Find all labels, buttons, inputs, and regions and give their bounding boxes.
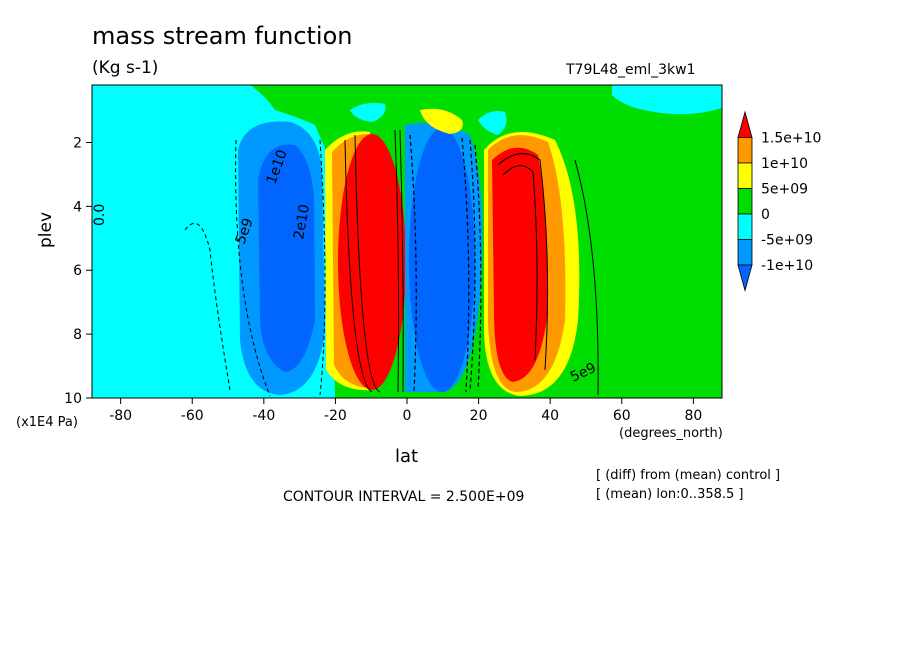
positive-cell-north-contours (497, 153, 599, 396)
chart-title: mass stream function (92, 22, 353, 50)
x-tick-label: -20 (324, 408, 347, 424)
positive-cell-north-inner (492, 147, 548, 382)
colorbar-swatch (737, 188, 753, 215)
x-tick-label: 60 (613, 408, 631, 424)
top-positive-lobe (420, 108, 463, 134)
positive-cell-center (338, 134, 406, 390)
colorbar-label: 0 (761, 207, 770, 223)
colorbar-label: -1e+10 (761, 258, 813, 274)
negative-region-top-left-island (350, 102, 386, 122)
x-tick-label: -80 (109, 408, 132, 424)
x-axis-unit: (degrees_north) (619, 426, 723, 441)
run-label: T79L48_eml_3kw1 (566, 62, 696, 78)
note-mean: [ (mean) lon:0..358.5 ] (596, 487, 744, 502)
y-tick-label: 2 (73, 135, 82, 151)
colorbar-swatch (737, 110, 753, 138)
y-ticks: 2 4 6 8 10 (64, 135, 92, 407)
negative-cell-south-inner (258, 144, 315, 372)
x-tick-label: -60 (181, 408, 204, 424)
chart-units: (Kg s-1) (92, 58, 159, 78)
negative-contours-south (184, 139, 326, 397)
contour-interval: CONTOUR INTERVAL = 2.500E+09 (283, 489, 525, 505)
x-tick-label: 80 (684, 408, 702, 424)
negative-cell-center (409, 128, 475, 392)
negative-cell-dashes (409, 134, 482, 393)
colorbar-swatch (737, 264, 753, 293)
colorbar-label: 5e+09 (761, 182, 808, 198)
colorbar-swatch (737, 239, 753, 266)
x-ticks: -80 -60 -40 -20 0 20 40 60 80 (109, 398, 702, 424)
contour-field (92, 85, 722, 398)
colorbar-swatch (737, 213, 753, 240)
y-tick-label: 6 (73, 263, 82, 279)
positive-cell-contours (344, 129, 404, 393)
x-tick-label: 20 (470, 408, 488, 424)
colorbar: 1.5e+10 1e+10 5e+09 0 -5e+09 -1e+10 (737, 110, 821, 293)
colorbar-label: -5e+09 (761, 233, 813, 249)
colorbar-swatch (737, 137, 753, 164)
note-diff: [ (diff) from (mean) control ] (596, 468, 781, 483)
y-axis-unit: (x1E4 Pa) (16, 415, 78, 430)
y-tick-label: 4 (73, 199, 82, 215)
x-tick-label: 0 (403, 408, 412, 424)
contour-label: 0.0 (92, 204, 108, 226)
y-tick-label: 8 (73, 327, 82, 343)
colorbar-label: 1.5e+10 (761, 131, 821, 147)
colorbar-swatch (737, 162, 753, 189)
negative-region-top-right (612, 85, 722, 115)
x-axis-label: lat (395, 446, 419, 467)
x-tick-label: 40 (541, 408, 559, 424)
contour-label: 2e10 (291, 203, 313, 241)
y-tick-label: 10 (64, 391, 82, 407)
negative-region-top-center (478, 111, 507, 135)
x-tick-label: -40 (252, 408, 275, 424)
colorbar-label: 1e+10 (761, 156, 808, 172)
